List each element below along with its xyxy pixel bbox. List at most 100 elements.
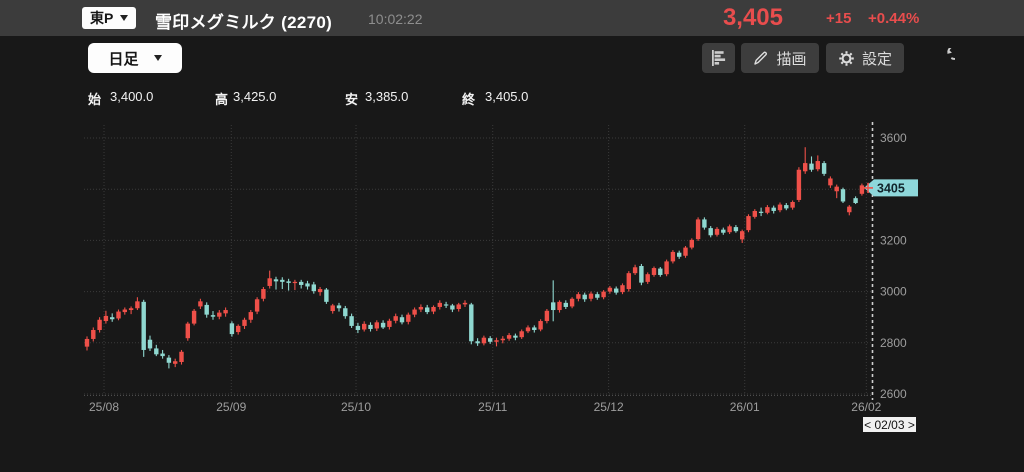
current-price-tag: [864, 179, 918, 197]
open-label: 始: [88, 92, 102, 107]
refresh-button[interactable]: [929, 43, 961, 73]
x-axis-label: 25/08: [89, 400, 119, 414]
candle-body: [273, 279, 279, 282]
candle-body: [834, 186, 839, 192]
candle-body: [141, 301, 146, 350]
volume-profile-button[interactable]: [702, 43, 735, 73]
candle-body: [544, 310, 550, 322]
draw-button[interactable]: 描画: [741, 43, 819, 73]
candle-body: [236, 325, 241, 333]
candle-body: [330, 305, 335, 312]
candle-body: [261, 289, 266, 299]
candle-body: [677, 252, 682, 257]
candle-body: [525, 327, 531, 332]
candle-body: [122, 309, 127, 313]
candle-body: [859, 185, 865, 194]
candle-body: [431, 306, 436, 312]
candle-body: [658, 268, 663, 275]
candle-body: [437, 302, 442, 307]
candle-body: [588, 293, 594, 299]
candle-body: [519, 331, 524, 338]
close-label: 終: [462, 92, 476, 107]
y-axis-label: 2600: [880, 387, 907, 401]
candle-body: [702, 219, 707, 228]
close-value: 3,405.0: [485, 89, 529, 104]
candle-body: [506, 335, 512, 339]
low-label: 安: [345, 92, 359, 107]
candle-body: [179, 351, 184, 362]
candle-body: [311, 284, 316, 292]
candle-body: [110, 317, 115, 320]
candle-body: [758, 211, 764, 213]
candle-body: [343, 308, 348, 317]
candle-body: [651, 268, 657, 275]
candle-body: [532, 327, 537, 330]
candle-body: [154, 348, 159, 355]
candle-body: [198, 301, 203, 307]
price-change: +15: [826, 10, 852, 27]
candle-body: [147, 339, 153, 349]
candle-body: [551, 302, 556, 311]
candle-body: [607, 287, 613, 292]
candle-body: [708, 228, 713, 236]
candle-body: [229, 323, 235, 335]
candle-body: [362, 323, 367, 330]
candle-body: [582, 294, 587, 300]
candle-body: [620, 285, 625, 293]
candle-body: [614, 288, 619, 293]
current-price-tag-label: 3405: [877, 181, 905, 195]
x-axis-label: 25/09: [216, 400, 246, 414]
candle-body: [317, 289, 323, 293]
candle-body: [355, 325, 361, 330]
candle-body: [462, 302, 468, 305]
candle-body: [254, 299, 260, 312]
candle-body: [425, 307, 430, 313]
candle-body: [639, 266, 644, 283]
current-price: 3,405: [722, 4, 783, 31]
candle-body: [412, 309, 417, 315]
candle-body: [488, 338, 493, 342]
candle-body: [475, 341, 480, 344]
gear-icon: [839, 50, 854, 66]
candle-body: [645, 274, 650, 282]
candle-body: [809, 163, 814, 170]
candle-body: [443, 304, 449, 306]
y-axis-label: 3000: [880, 285, 907, 299]
candle-body: [626, 273, 631, 290]
candle-body: [387, 320, 392, 327]
settings-button[interactable]: 設定: [826, 43, 904, 73]
candle-body: [191, 310, 197, 324]
market-dropdown[interactable]: 東P: [82, 7, 137, 29]
candle-body: [380, 322, 386, 328]
draw-button-label: 描画: [776, 50, 807, 68]
chevron-down-icon: [153, 55, 162, 61]
candle-body: [324, 289, 329, 302]
candle-body: [771, 207, 776, 211]
date-page-button[interactable]: < 02/03 >: [863, 417, 916, 432]
candle-body: [368, 324, 373, 329]
candle-body: [97, 319, 102, 330]
volume-bars-icon: [711, 50, 725, 66]
candle-body: [664, 261, 669, 275]
timeframe-dropdown[interactable]: 日足: [88, 43, 182, 73]
candle-body: [790, 202, 795, 208]
candle-body: [305, 283, 310, 287]
candle-body: [563, 302, 568, 307]
candle-body: [450, 305, 455, 310]
candle-body: [601, 291, 606, 298]
candle-body: [670, 251, 676, 262]
candle-body: [84, 338, 90, 347]
candle-body: [513, 335, 518, 338]
candle-body: [576, 294, 581, 299]
candle-body: [733, 227, 739, 232]
candle-body: [500, 338, 505, 341]
candle-body: [828, 178, 833, 186]
candle-body: [494, 340, 499, 342]
x-axis-label: 25/11: [478, 400, 507, 414]
candle-body: [853, 198, 858, 204]
candle-body: [349, 316, 354, 326]
candle-body: [128, 308, 134, 311]
open-value: 3,400.0: [110, 89, 154, 104]
candle-body: [632, 267, 638, 274]
